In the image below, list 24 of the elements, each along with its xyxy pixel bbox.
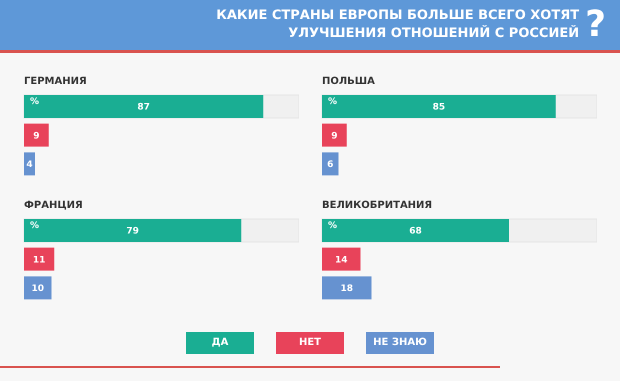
data-label: 11: [32, 255, 46, 266]
data-label: 4: [26, 160, 33, 170]
data-label: 6: [327, 160, 334, 170]
chart-subtitle: ВЕЛИКОБРИТАНИЯ: [321, 200, 434, 213]
chart-subtitle: ГЕРМАНИЯ: [23, 76, 88, 89]
data-label: 68: [409, 226, 422, 237]
text: КАКИЕ СТРАНЫ ЕВРОПЫ БОЛЬШЕ ВСЕГО ХОТЯТ УЛУЧШЕНИЯ ОТНОШЕНИЙ С РОССИЕЙ?: [215, 4, 606, 45]
data-label: 18: [340, 284, 354, 294]
annotation: %: [30, 221, 40, 231]
annotation: %: [30, 97, 40, 107]
data-label: 85: [432, 102, 446, 113]
data-label: 79: [126, 226, 139, 237]
text: ДА: [210, 336, 230, 350]
data-label: 14: [334, 255, 348, 266]
data-label: 87: [137, 102, 150, 113]
data-label: 9: [33, 131, 40, 142]
chart-subtitle: ФРАНЦИЯ: [23, 200, 84, 213]
data-label: 10: [31, 284, 44, 294]
chart-subtitle: ПОЛЬША: [321, 76, 376, 89]
annotation: %: [328, 97, 338, 107]
text: НЕ ЗНАЮ: [372, 336, 428, 350]
text: НЕТ: [298, 336, 322, 350]
data-label: 9: [331, 131, 338, 142]
annotation: %: [328, 221, 338, 231]
